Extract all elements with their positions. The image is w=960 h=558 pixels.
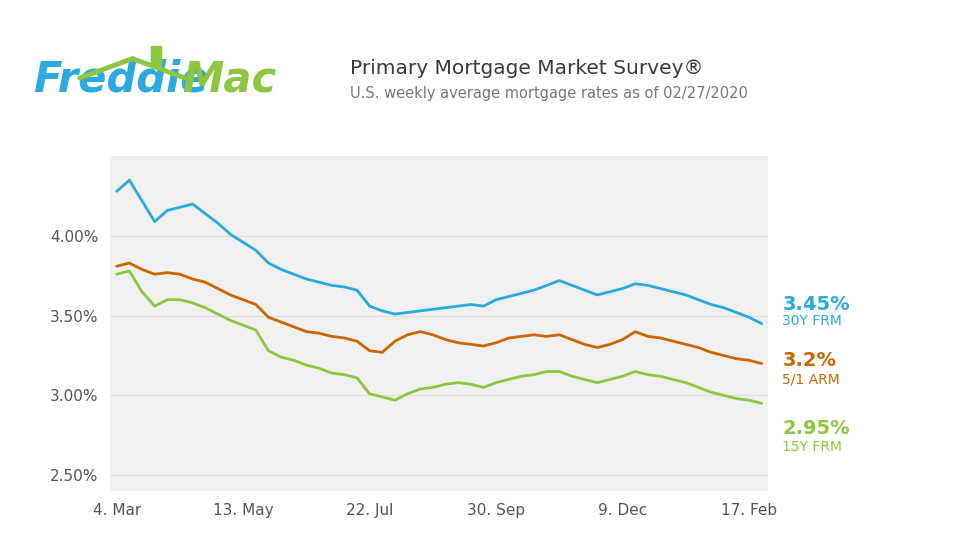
Text: 30Y FRM: 30Y FRM: [782, 314, 842, 328]
Text: U.S. weekly average mortgage rates as of 02/27/2020: U.S. weekly average mortgage rates as of…: [350, 86, 748, 102]
Text: 3.45%: 3.45%: [782, 295, 850, 314]
Text: 15Y FRM: 15Y FRM: [782, 440, 843, 454]
Text: Mac: Mac: [182, 59, 276, 100]
Text: 3.2%: 3.2%: [782, 351, 836, 370]
Text: Primary Mortgage Market Survey®: Primary Mortgage Market Survey®: [350, 59, 704, 78]
Text: 5/1 ARM: 5/1 ARM: [782, 372, 840, 386]
Text: 2.95%: 2.95%: [782, 419, 850, 438]
Text: Freddie: Freddie: [34, 59, 223, 100]
